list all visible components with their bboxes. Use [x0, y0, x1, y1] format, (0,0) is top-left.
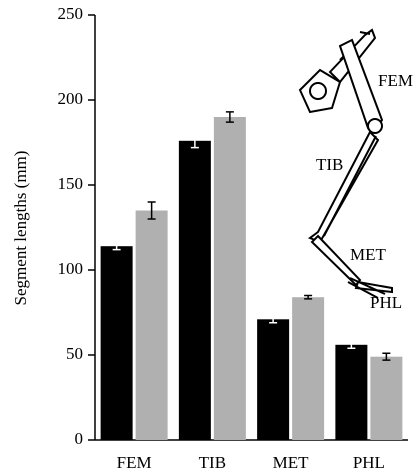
x-tick-label: TIB — [199, 453, 226, 472]
y-tick-label: 200 — [58, 89, 84, 108]
error-bar — [112, 242, 121, 251]
x-tick-label: PHL — [353, 453, 385, 472]
bar — [178, 140, 211, 441]
y-tick-label: 250 — [58, 4, 84, 23]
y-tick-label: 150 — [58, 174, 84, 193]
error-bar — [269, 315, 278, 324]
annotation: MET — [350, 245, 387, 264]
y-tick-label: 50 — [66, 344, 83, 363]
error-bar — [347, 340, 356, 349]
y-axis-label: Segment lengths (mm) — [11, 151, 30, 306]
y-tick-label: 0 — [75, 429, 84, 448]
error-bar — [225, 111, 234, 123]
bar — [100, 246, 133, 440]
bar — [292, 297, 325, 440]
error-bar — [147, 201, 156, 220]
bone-illustration — [298, 28, 393, 299]
annotation: FEM — [378, 71, 413, 90]
error-bar — [190, 133, 199, 149]
bar — [135, 210, 168, 440]
error-bar — [382, 352, 391, 361]
annotation: PHL — [370, 293, 402, 312]
annotation: TIB — [316, 155, 343, 174]
x-tick-label: MET — [273, 453, 310, 472]
bar — [257, 319, 290, 440]
y-tick-label: 100 — [58, 259, 84, 278]
bar — [213, 117, 246, 440]
bar — [335, 344, 368, 440]
x-tick-label: FEM — [117, 453, 152, 472]
bar — [370, 356, 403, 440]
error-bar — [304, 294, 313, 300]
